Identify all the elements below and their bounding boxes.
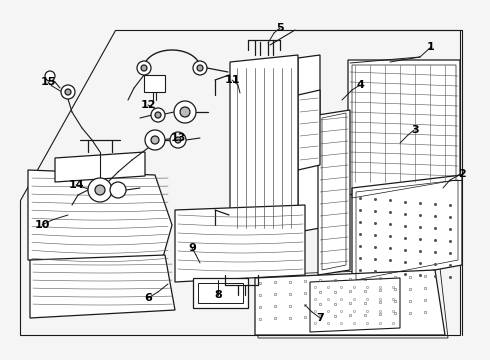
Circle shape	[95, 185, 105, 195]
Text: 15: 15	[40, 77, 56, 87]
Polygon shape	[230, 55, 298, 235]
Text: 4: 4	[356, 80, 364, 90]
Circle shape	[65, 89, 71, 95]
Circle shape	[175, 137, 181, 143]
Circle shape	[151, 108, 165, 122]
Text: 10: 10	[34, 220, 49, 230]
Polygon shape	[175, 205, 305, 282]
Polygon shape	[352, 175, 462, 285]
Circle shape	[170, 132, 186, 148]
Polygon shape	[255, 270, 445, 335]
Text: 9: 9	[188, 243, 196, 253]
Circle shape	[193, 61, 207, 75]
Polygon shape	[144, 75, 165, 92]
Circle shape	[151, 136, 159, 144]
Text: 2: 2	[458, 169, 466, 179]
Circle shape	[145, 130, 165, 150]
Polygon shape	[310, 278, 400, 332]
Circle shape	[197, 65, 203, 71]
Circle shape	[88, 178, 112, 202]
Text: 6: 6	[144, 293, 152, 303]
Text: 13: 13	[171, 133, 186, 143]
Text: 8: 8	[214, 290, 222, 300]
Circle shape	[110, 182, 126, 198]
Text: 5: 5	[276, 23, 284, 33]
Text: 12: 12	[140, 100, 156, 110]
Circle shape	[141, 65, 147, 71]
Polygon shape	[28, 170, 172, 268]
Text: 3: 3	[411, 125, 419, 135]
Polygon shape	[348, 60, 460, 195]
Circle shape	[174, 101, 196, 123]
Circle shape	[180, 107, 190, 117]
Polygon shape	[55, 152, 145, 182]
Circle shape	[61, 85, 75, 99]
Circle shape	[137, 61, 151, 75]
Polygon shape	[298, 55, 320, 232]
Circle shape	[155, 112, 161, 118]
Polygon shape	[30, 255, 175, 318]
Polygon shape	[193, 278, 248, 308]
Circle shape	[45, 71, 55, 81]
Polygon shape	[298, 90, 320, 170]
Polygon shape	[20, 30, 460, 335]
Polygon shape	[318, 110, 350, 275]
Text: 7: 7	[316, 313, 324, 323]
Text: 14: 14	[68, 180, 84, 190]
Text: 1: 1	[427, 42, 435, 52]
Text: 11: 11	[224, 75, 240, 85]
